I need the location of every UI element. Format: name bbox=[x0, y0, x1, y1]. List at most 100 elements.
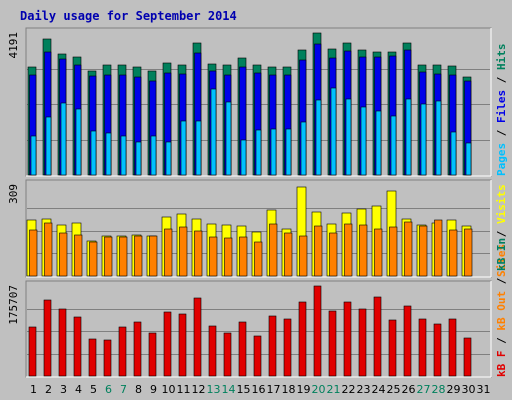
bar-pages-28 bbox=[435, 100, 442, 176]
bar-kb-f-8 bbox=[133, 321, 142, 377]
bar-sites-5 bbox=[89, 241, 98, 277]
bar-kb-f-10 bbox=[163, 311, 172, 377]
x-tick-5: 5 bbox=[90, 383, 97, 396]
bar-kb-f-23 bbox=[358, 308, 367, 377]
bar-kb-f-14 bbox=[223, 332, 232, 377]
bar-sites-28 bbox=[434, 219, 443, 277]
bar-pages-11 bbox=[180, 120, 187, 176]
bar-kb-f-22 bbox=[343, 301, 352, 377]
bar-pages-9 bbox=[150, 135, 157, 176]
bar-sites-12 bbox=[194, 230, 203, 277]
bar-sites-23 bbox=[359, 224, 368, 277]
panel-middle: 309 Sites / Visits bbox=[7, 179, 508, 278]
bar-sites-10 bbox=[164, 228, 173, 277]
y-max-label-bottom: 175707 bbox=[7, 285, 20, 325]
bar-kb-f-29 bbox=[448, 318, 457, 377]
legend-item-top-0: Pages bbox=[495, 143, 508, 176]
bar-kb-f-16 bbox=[253, 335, 262, 377]
bar-pages-20 bbox=[315, 99, 322, 176]
bar-sites-26 bbox=[404, 221, 413, 277]
legend-item-middle-1: / bbox=[495, 224, 508, 244]
bar-sites-29 bbox=[449, 229, 458, 277]
bar-sites-1 bbox=[29, 229, 38, 277]
bar-sites-24 bbox=[374, 228, 383, 277]
bar-pages-4 bbox=[75, 108, 82, 176]
x-tick-23: 23 bbox=[357, 383, 371, 396]
bar-kb-f-24 bbox=[373, 296, 382, 377]
bar-kb-f-1 bbox=[28, 326, 37, 377]
bar-pages-12 bbox=[195, 120, 202, 176]
bar-kb-f-21 bbox=[328, 310, 337, 377]
bar-pages-2 bbox=[45, 116, 52, 176]
bar-sites-11 bbox=[179, 226, 188, 277]
bar-sites-2 bbox=[44, 222, 53, 277]
bar-sites-13 bbox=[209, 236, 218, 277]
legend-middle: Sites / Visits bbox=[495, 184, 508, 277]
bar-sites-22 bbox=[344, 223, 353, 277]
bar-kb-f-2 bbox=[43, 299, 52, 377]
bar-sites-21 bbox=[329, 232, 338, 277]
bar-pages-16 bbox=[255, 129, 262, 176]
x-tick-3: 3 bbox=[60, 383, 67, 396]
bar-pages-6 bbox=[105, 132, 112, 176]
x-tick-2: 2 bbox=[45, 383, 52, 396]
bar-kb-f-13 bbox=[208, 325, 217, 377]
x-tick-26: 26 bbox=[402, 383, 416, 396]
chart-panels: 4191 Pages / Files / Hits 309 Sites / Visit… bbox=[7, 27, 508, 378]
x-tick-12: 12 bbox=[192, 383, 206, 396]
legend-item-bottom-3: / bbox=[495, 271, 508, 291]
legend-item-top-4: Hits bbox=[495, 44, 508, 71]
bar-sites-3 bbox=[59, 232, 68, 277]
bar-pages-25 bbox=[390, 115, 397, 176]
x-tick-13: 13 bbox=[207, 383, 221, 396]
bar-pages-27 bbox=[420, 103, 427, 176]
x-tick-28: 28 bbox=[432, 383, 446, 396]
x-tick-7: 7 bbox=[120, 383, 127, 396]
bar-kb-f-3 bbox=[58, 308, 67, 377]
bar-kb-f-9 bbox=[148, 332, 157, 377]
x-tick-22: 22 bbox=[342, 383, 356, 396]
bar-pages-29 bbox=[450, 131, 457, 176]
bar-kb-f-4 bbox=[73, 316, 82, 377]
bar-sites-27 bbox=[419, 225, 428, 277]
x-tick-24: 24 bbox=[372, 383, 386, 396]
bar-pages-24 bbox=[375, 110, 382, 176]
legend-item-bottom-2: kB Out bbox=[495, 291, 508, 331]
x-tick-8: 8 bbox=[135, 383, 142, 396]
x-tick-29: 29 bbox=[447, 383, 461, 396]
bar-sites-4 bbox=[74, 234, 83, 277]
bar-pages-13 bbox=[210, 88, 217, 176]
legend-item-bottom-0: kB F bbox=[495, 351, 508, 378]
bar-sites-18 bbox=[284, 232, 293, 277]
bar-pages-17 bbox=[270, 128, 277, 176]
legend-item-top-2: Files bbox=[495, 90, 508, 123]
x-tick-16: 16 bbox=[252, 383, 266, 396]
bar-kb-f-19 bbox=[298, 301, 307, 377]
bar-kb-f-28 bbox=[433, 323, 442, 377]
bar-kb-f-6 bbox=[103, 339, 112, 377]
legend-item-top-1: / bbox=[495, 123, 508, 143]
bar-kb-f-18 bbox=[283, 318, 292, 377]
bar-pages-15 bbox=[240, 139, 247, 176]
legend-item-middle-2: Visits bbox=[495, 184, 508, 224]
x-tick-25: 25 bbox=[387, 383, 401, 396]
chart-title: Daily usage for September 2014 bbox=[20, 9, 237, 23]
x-tick-11: 11 bbox=[177, 383, 191, 396]
x-tick-30: 30 bbox=[462, 383, 476, 396]
bar-pages-5 bbox=[90, 130, 97, 176]
bar-sites-30 bbox=[464, 228, 473, 277]
y-max-label-top: 4191 bbox=[7, 32, 20, 59]
bar-sites-15 bbox=[239, 236, 248, 277]
x-tick-10: 10 bbox=[162, 383, 176, 396]
x-tick-18: 18 bbox=[282, 383, 296, 396]
bar-pages-23 bbox=[360, 106, 367, 176]
bar-sites-19 bbox=[299, 235, 308, 277]
x-tick-27: 27 bbox=[417, 383, 431, 396]
bar-kb-f-27 bbox=[418, 318, 427, 377]
x-tick-15: 15 bbox=[237, 383, 251, 396]
bar-kb-f-25 bbox=[388, 319, 397, 377]
bar-kb-f-11 bbox=[178, 313, 187, 377]
legend-item-bottom-1: / bbox=[495, 331, 508, 351]
